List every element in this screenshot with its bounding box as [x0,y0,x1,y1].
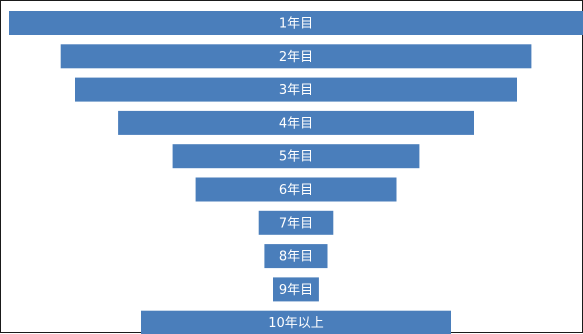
funnel-bar [258,210,334,235]
funnel-bar-group: 2年目 [60,44,532,69]
funnel-bar-group: 5年目 [172,144,420,169]
funnel-bar [75,77,517,102]
funnel-bar-group: 8年目 [264,244,328,269]
funnel-bar [118,110,474,135]
funnel-bar-label: 9年目 [279,283,313,298]
funnel-bar-label: 8年目 [279,250,313,265]
funnel-bar-label: 3年目 [279,83,313,98]
funnel-bar-group: 1年目 [9,11,583,35]
funnel-bar-label: 6年目 [279,183,313,198]
funnel-bar [273,277,319,302]
funnel-bar-label: 2年目 [279,50,313,65]
funnel-bar-label: 4年目 [279,116,313,131]
funnel-bar [264,244,328,269]
funnel-bar [60,44,532,69]
funnel-bar [172,144,420,169]
funnel-bar-label: 10年以上 [268,316,324,331]
funnel-bar-group: 7年目 [258,210,334,235]
funnel-bar [141,310,451,334]
funnel-bar-group: 9年目 [273,277,319,302]
funnel-bar-group: 3年目 [75,77,517,102]
funnel-bar-label: 7年目 [279,216,313,231]
funnel-bar-label: 1年目 [279,17,313,32]
funnel-bar [195,177,397,202]
funnel-bar-group: 6年目 [195,177,397,202]
funnel-bar-group: 10年以上 [141,310,451,334]
funnel-bar-label: 5年目 [279,150,313,165]
funnel-bar-group: 4年目 [118,110,474,135]
funnel-bar [9,11,583,35]
